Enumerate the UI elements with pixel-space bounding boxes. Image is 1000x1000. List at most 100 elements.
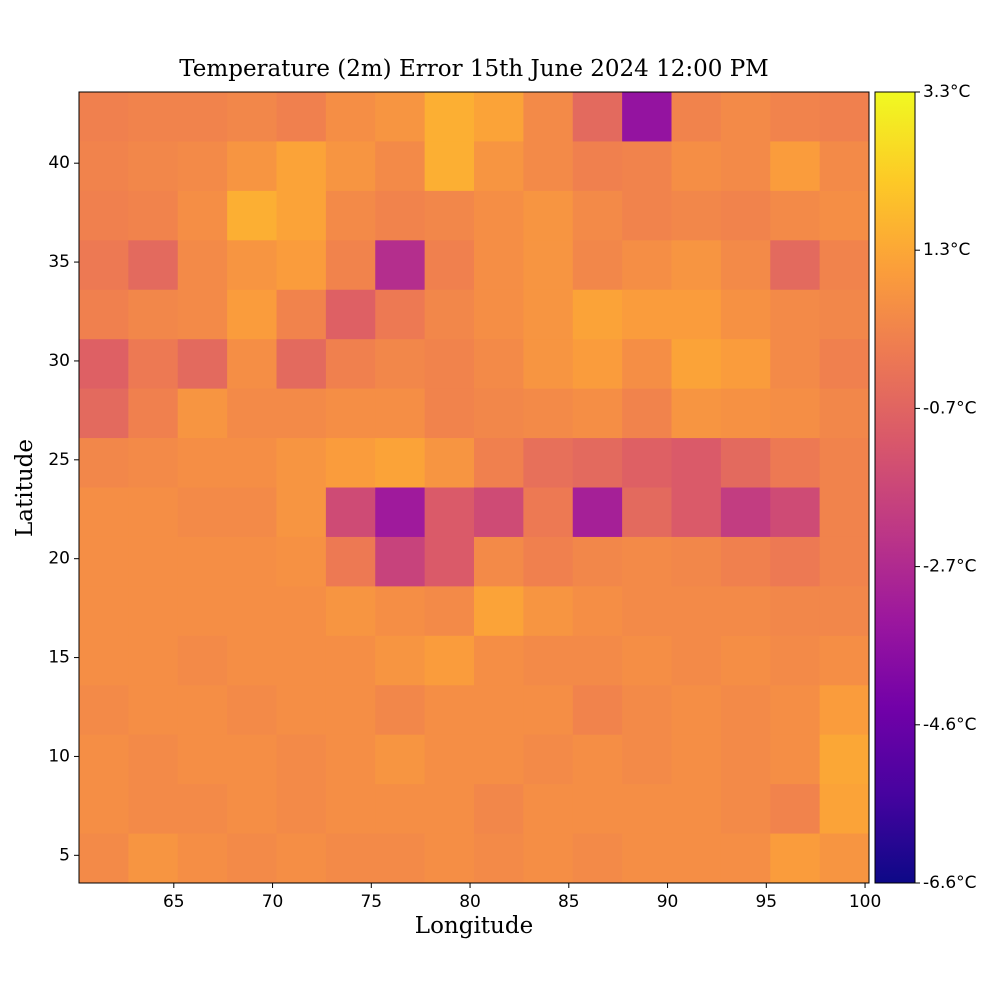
heatmap-cell — [819, 240, 870, 291]
heatmap-cell — [720, 388, 771, 439]
heatmap-cell — [177, 487, 228, 538]
heatmap-cell — [720, 784, 771, 835]
heatmap-cell — [819, 536, 870, 587]
heatmap-cell — [671, 240, 722, 291]
heatmap-cell — [424, 92, 475, 142]
heatmap-cell — [276, 190, 327, 241]
heatmap-cell — [177, 190, 228, 241]
colorbar-tick-label: -4.6°C — [923, 715, 977, 735]
heatmap-cell — [375, 784, 426, 835]
heatmap-cell — [819, 92, 870, 142]
heatmap-cell — [375, 240, 426, 291]
heatmap-cell — [325, 536, 376, 587]
heatmap-cell — [523, 141, 574, 192]
heatmap-cell — [622, 289, 672, 340]
heatmap-cell — [474, 685, 524, 736]
heatmap-cell — [79, 734, 129, 785]
chart-title: Temperature (2m) Error 15th June 2024 12… — [179, 56, 769, 82]
heatmap-cell — [375, 586, 426, 637]
heatmap-cell — [474, 141, 524, 192]
heatmap-cell — [523, 586, 574, 637]
heatmap-cell — [227, 339, 277, 390]
colorbar — [874, 91, 916, 884]
heatmap-cell — [572, 289, 623, 340]
colorbar-tick-label: 3.3°C — [923, 82, 970, 102]
heatmap-cell — [671, 141, 722, 192]
heatmap-cell — [770, 388, 821, 439]
heatmap-cell — [819, 339, 870, 390]
heatmap-cell — [325, 388, 376, 439]
heatmap-cell — [622, 685, 672, 736]
colorbar-tick-label: -0.7°C — [923, 398, 977, 418]
heatmap-cell — [424, 487, 475, 538]
heatmap-cell — [375, 487, 426, 538]
heatmap-cell — [79, 536, 129, 587]
heatmap-cell — [572, 388, 623, 439]
heatmap-cell — [424, 339, 475, 390]
heatmap-cell — [227, 536, 277, 587]
heatmap-cell — [770, 536, 821, 587]
heatmap-cell — [770, 438, 821, 488]
heatmap-cell — [622, 92, 672, 142]
heatmap-cell — [128, 536, 179, 587]
heatmap-cell — [177, 388, 228, 439]
heatmap-cell — [622, 833, 672, 884]
y-tick-label: 40 — [48, 153, 70, 173]
heatmap-cell — [177, 635, 228, 686]
heatmap-cell — [622, 487, 672, 538]
heatmap-cell — [622, 388, 672, 439]
heatmap-cell — [622, 635, 672, 686]
heatmap-cell — [424, 536, 475, 587]
heatmap-cell — [474, 784, 524, 835]
heatmap-cell — [572, 635, 623, 686]
heatmap-cell — [622, 240, 672, 291]
heatmap-cell — [276, 784, 327, 835]
heatmap-cell — [720, 536, 771, 587]
heatmap-cell — [572, 141, 623, 192]
heatmap-cell — [128, 833, 179, 884]
heatmap-cell — [572, 438, 623, 488]
heatmap-cell — [276, 388, 327, 439]
heatmap-cell — [128, 339, 179, 390]
heatmap-cell — [474, 586, 524, 637]
y-tick-label: 5 — [59, 845, 70, 865]
heatmap-cell — [572, 833, 623, 884]
y-tick-label: 15 — [48, 648, 70, 668]
x-tick-label: 85 — [558, 892, 580, 912]
x-tick-label: 100 — [849, 892, 881, 912]
heatmap-cell — [325, 833, 376, 884]
heatmap-cell — [671, 784, 722, 835]
heatmap-cell — [572, 240, 623, 291]
heatmap-cell — [622, 438, 672, 488]
heatmap-cell — [523, 685, 574, 736]
heatmap-cell — [770, 141, 821, 192]
heatmap-cell — [79, 833, 129, 884]
heatmap-cell — [424, 833, 475, 884]
heatmap-cell — [128, 586, 179, 637]
x-tick-label: 70 — [262, 892, 284, 912]
heatmap-cell — [177, 92, 228, 142]
heatmap-cell — [720, 92, 771, 142]
heatmap-cell — [770, 190, 821, 241]
heatmap-cell — [325, 784, 376, 835]
heatmap-cell — [227, 635, 277, 686]
heatmap-cell — [276, 635, 327, 686]
heatmap-cell — [720, 833, 771, 884]
heatmap-cell — [128, 635, 179, 686]
heatmap-cell — [720, 339, 771, 390]
heatmap-cell — [720, 734, 771, 785]
heatmap-cell — [227, 487, 277, 538]
heatmap-cell — [622, 141, 672, 192]
heatmap-cell — [79, 339, 129, 390]
heatmap-cell — [770, 240, 821, 291]
heatmap-cell — [474, 833, 524, 884]
heatmap-cell — [375, 92, 426, 142]
y-tick-label: 35 — [48, 252, 70, 272]
heatmap-cell — [572, 536, 623, 587]
heatmap-cell — [671, 833, 722, 884]
heatmap-cell — [177, 833, 228, 884]
heatmap-cell — [424, 784, 475, 835]
heatmap-cell — [227, 833, 277, 884]
heatmap-cell — [819, 784, 870, 835]
